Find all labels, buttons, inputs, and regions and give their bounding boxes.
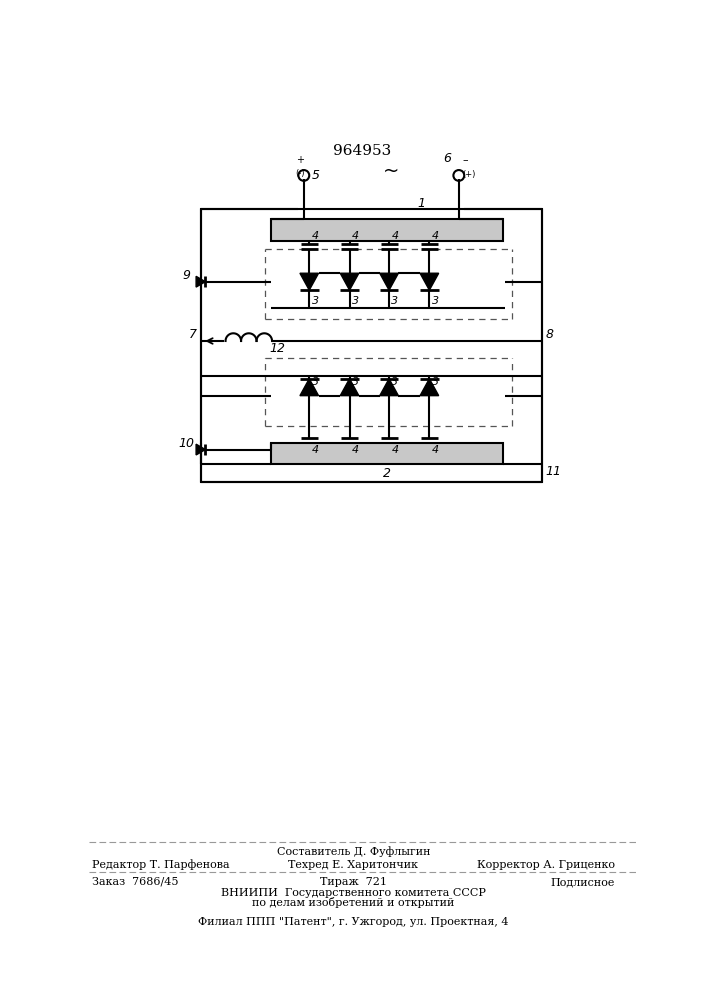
Bar	[271, 219, 503, 241]
Text: 8: 8	[546, 328, 554, 341]
Text: 3: 3	[392, 296, 399, 306]
Bar	[201, 209, 542, 482]
Text: 3: 3	[312, 296, 319, 306]
Text: по делам изобретений и открытий: по делам изобретений и открытий	[252, 898, 455, 908]
Text: 12: 12	[269, 342, 285, 355]
Polygon shape	[196, 276, 206, 287]
Polygon shape	[300, 273, 319, 290]
Text: 9: 9	[183, 269, 191, 282]
Text: 3: 3	[312, 377, 319, 387]
Polygon shape	[340, 379, 359, 396]
Polygon shape	[340, 273, 359, 290]
Text: Корректор А. Гриценко: Корректор А. Гриценко	[477, 860, 615, 870]
Text: 11: 11	[546, 465, 561, 478]
Polygon shape	[420, 273, 438, 290]
Bar	[271, 443, 503, 464]
Text: Подлисное: Подлисное	[551, 877, 615, 887]
Text: +: +	[296, 155, 304, 165]
Text: 3: 3	[352, 377, 359, 387]
Text: 7: 7	[189, 328, 197, 341]
Text: 2: 2	[382, 467, 391, 480]
Text: ~: ~	[382, 162, 399, 181]
Text: 1: 1	[418, 197, 426, 210]
Text: 4: 4	[312, 231, 319, 241]
Text: (-): (-)	[296, 169, 305, 178]
Text: 4: 4	[392, 445, 399, 455]
Text: 964953: 964953	[333, 144, 391, 158]
Text: 6: 6	[443, 152, 451, 165]
Text: ВНИИПИ  Государственного комитета СССР: ВНИИПИ Государственного комитета СССР	[221, 888, 486, 898]
Polygon shape	[380, 379, 398, 396]
Text: 4: 4	[312, 445, 319, 455]
Text: 4: 4	[352, 231, 359, 241]
Polygon shape	[380, 273, 398, 290]
Text: Составитель Д. Фуфлыгин: Составитель Д. Фуфлыгин	[276, 847, 431, 857]
Text: 3: 3	[392, 377, 399, 387]
Text: Филиал ППП "Патент", г. Ужгород, ул. Проектная, 4: Филиал ППП "Патент", г. Ужгород, ул. Про…	[198, 917, 509, 927]
Text: Техред Е. Харитончик: Техред Е. Харитончик	[288, 860, 419, 870]
Text: 4: 4	[432, 445, 439, 455]
Polygon shape	[300, 379, 319, 396]
Text: 10: 10	[179, 437, 195, 450]
Text: 4: 4	[432, 231, 439, 241]
Text: –: –	[462, 155, 468, 165]
Text: Заказ  7686/45: Заказ 7686/45	[92, 877, 178, 887]
Text: 4: 4	[352, 445, 359, 455]
Text: Тираж  721: Тираж 721	[320, 877, 387, 887]
Text: 5: 5	[312, 169, 320, 182]
Text: 3: 3	[432, 296, 439, 306]
Text: (+): (+)	[462, 170, 476, 179]
Polygon shape	[196, 444, 206, 455]
Polygon shape	[420, 379, 438, 396]
Text: 3: 3	[352, 296, 359, 306]
Text: 3: 3	[432, 377, 439, 387]
Text: 4: 4	[392, 231, 399, 241]
Text: Редактор Т. Парфенова: Редактор Т. Парфенова	[92, 860, 230, 870]
